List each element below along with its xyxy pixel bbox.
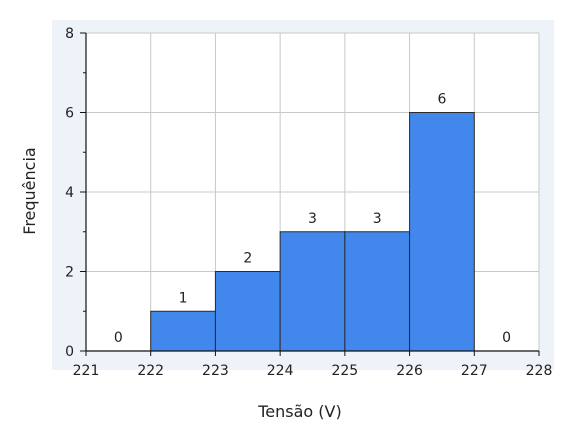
histogram-bar-3 xyxy=(279,231,346,352)
histogram-bar-2 xyxy=(214,271,281,352)
x-tick-label-6: 227 xyxy=(461,363,488,379)
bar-data-label-1: 1 xyxy=(179,290,188,306)
x-tick-label-7: 228 xyxy=(526,363,553,379)
bar-data-label-5: 6 xyxy=(437,92,446,108)
y-tick-label-1: 2 xyxy=(65,265,74,281)
x-tick-label-0: 221 xyxy=(73,363,100,379)
x-tick-label-5: 226 xyxy=(396,363,423,379)
bar-data-label-2: 2 xyxy=(243,251,252,267)
histogram-bar-5 xyxy=(409,112,475,352)
x-axis-title: Tensão (V) xyxy=(257,402,341,421)
y-tick-labels: 0 2 4 6 8 xyxy=(65,26,74,360)
histogram-bar-1 xyxy=(150,310,216,352)
x-tick-label-2: 223 xyxy=(202,363,229,379)
y-axis-title: Frequência xyxy=(20,147,39,234)
y-tick-label-3: 6 xyxy=(65,106,74,122)
bar-data-label-4: 3 xyxy=(373,211,382,227)
y-tick-label-2: 4 xyxy=(65,185,74,201)
data-labels: 0 1 2 3 3 6 0 xyxy=(114,92,511,347)
x-tick-label-3: 224 xyxy=(267,363,294,379)
bars xyxy=(150,112,475,352)
bar-data-label-0: 0 xyxy=(114,330,123,346)
bar-data-label-6: 0 xyxy=(502,330,511,346)
x-tick-labels: 221 222 223 224 225 226 227 228 xyxy=(73,363,553,379)
x-tick-label-4: 225 xyxy=(331,363,358,379)
y-tick-label-4: 8 xyxy=(65,26,74,42)
x-tick-label-1: 222 xyxy=(137,363,164,379)
histogram-bar-4 xyxy=(344,231,411,352)
y-tick-label-0: 0 xyxy=(65,344,74,360)
axes xyxy=(80,32,540,356)
bar-data-label-3: 3 xyxy=(308,211,317,227)
